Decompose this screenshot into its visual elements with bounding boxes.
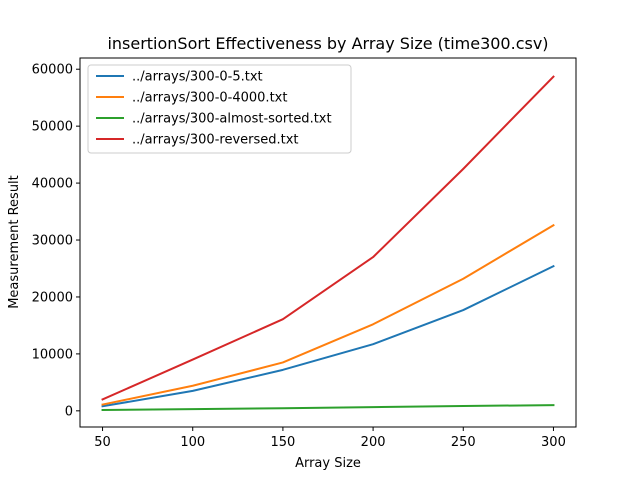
legend-label-0: ../arrays/300-0-5.txt: [132, 70, 263, 85]
legend-label-1: ../arrays/300-0-4000.txt: [132, 91, 287, 106]
legend: ../arrays/300-0-5.txt ../arrays/300-0-400…: [87, 64, 352, 154]
x-tick-label-1: 100: [180, 435, 205, 450]
x-tick-label-0: 50: [94, 435, 111, 450]
x-tick-label-5: 300: [541, 435, 566, 450]
y-tick-label-6: 60000: [32, 63, 73, 78]
chart-title: insertionSort Effectiveness by Array Siz…: [107, 34, 548, 53]
x-axis-title: Array Size: [295, 456, 361, 471]
legend-label-2: ../arrays/300-almost-sorted.txt: [132, 112, 332, 127]
y-tick-label-0: 0: [65, 404, 73, 419]
series-line-3: [101, 75, 555, 401]
series-lines: [101, 75, 555, 411]
x-axis: 50 100 150 200 250 300: [94, 427, 566, 450]
x-tick-label-3: 200: [361, 435, 386, 450]
y-tick-label-5: 50000: [32, 120, 73, 135]
series-line-1: [101, 223, 555, 406]
y-tick-label-2: 20000: [32, 290, 73, 305]
legend-box: [87, 64, 352, 154]
y-tick-label-3: 30000: [32, 234, 73, 249]
x-tick-label-2: 150: [270, 435, 295, 450]
y-tick-label-4: 40000: [32, 177, 73, 192]
legend-label-3: ../arrays/300-reversed.txt: [132, 133, 299, 148]
series-line-0: [101, 264, 555, 408]
x-tick-label-4: 250: [451, 435, 476, 450]
series-line-2: [101, 404, 555, 411]
y-tick-label-1: 10000: [32, 347, 73, 362]
plot-area-frame: [79, 57, 577, 428]
y-axis: 0 10000 20000 30000 40000 50000 60000: [32, 63, 80, 419]
y-axis-title: Measurement Result: [7, 175, 22, 309]
